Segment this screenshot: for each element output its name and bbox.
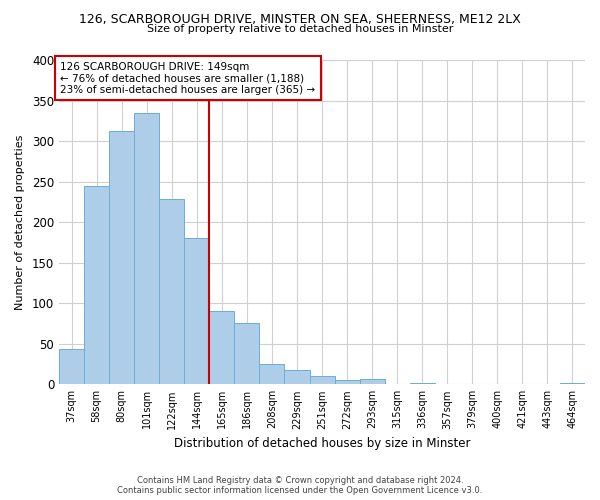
Text: 126 SCARBOROUGH DRIVE: 149sqm
← 76% of detached houses are smaller (1,188)
23% o: 126 SCARBOROUGH DRIVE: 149sqm ← 76% of d… <box>61 62 316 95</box>
X-axis label: Distribution of detached houses by size in Minster: Distribution of detached houses by size … <box>174 437 470 450</box>
Bar <box>284 370 310 384</box>
Bar <box>335 380 359 384</box>
Text: Size of property relative to detached houses in Minster: Size of property relative to detached ho… <box>147 24 453 34</box>
Text: 126, SCARBOROUGH DRIVE, MINSTER ON SEA, SHEERNESS, ME12 2LX: 126, SCARBOROUGH DRIVE, MINSTER ON SEA, … <box>79 12 521 26</box>
Bar <box>560 382 585 384</box>
Bar <box>84 186 109 384</box>
Bar <box>209 310 235 384</box>
Bar <box>59 350 84 384</box>
Bar <box>359 380 385 384</box>
Bar <box>159 200 184 384</box>
Bar <box>134 112 159 384</box>
Bar <box>310 376 335 384</box>
Text: Contains HM Land Registry data © Crown copyright and database right 2024.
Contai: Contains HM Land Registry data © Crown c… <box>118 476 482 495</box>
Bar <box>109 130 134 384</box>
Bar <box>259 364 284 384</box>
Y-axis label: Number of detached properties: Number of detached properties <box>15 134 25 310</box>
Bar <box>235 324 259 384</box>
Bar <box>184 238 209 384</box>
